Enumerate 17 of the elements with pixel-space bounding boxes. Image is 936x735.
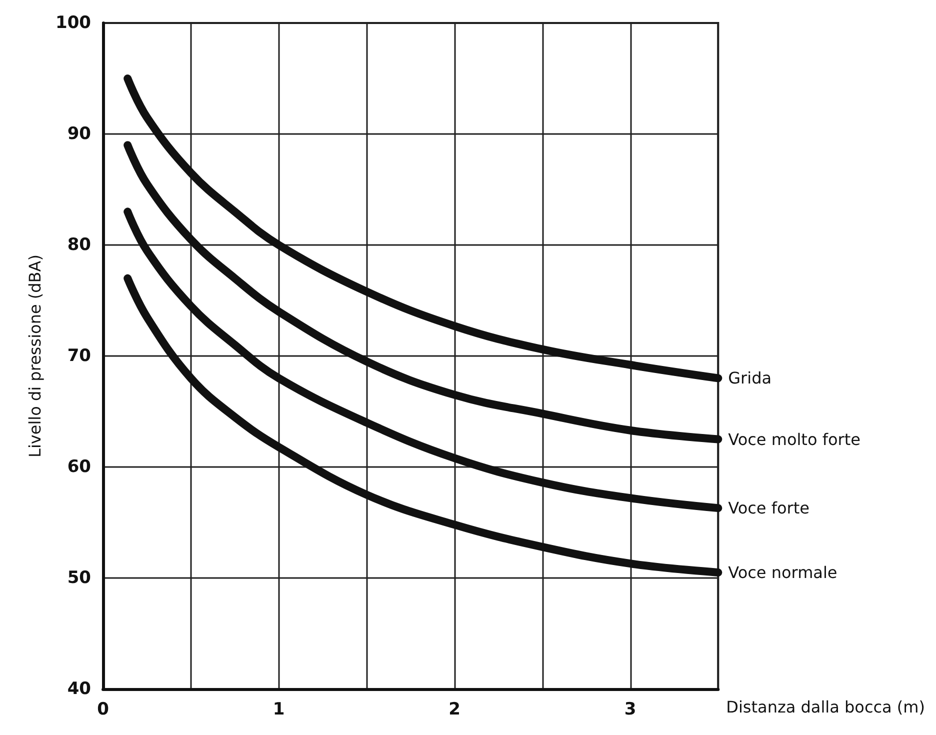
x-tick-label: 3	[624, 700, 636, 720]
x-axis-title: Distanza dalla bocca (m)	[726, 698, 926, 716]
y-tick-label: 40	[67, 679, 92, 699]
series-label: Voce normale	[728, 562, 838, 582]
series-label: Grida	[728, 368, 772, 388]
x-tick-label: 2	[448, 700, 460, 720]
y-tick-label: 100	[56, 13, 92, 33]
series-label: Voce molto forte	[728, 430, 860, 449]
x-tick-label: 1	[272, 700, 285, 720]
y-tick-label: 60	[67, 457, 92, 477]
series-label: Voce forte	[728, 498, 810, 518]
x-tick-label: 0	[97, 700, 110, 720]
y-tick-label: 90	[67, 124, 92, 144]
y-tick-label: 80	[67, 235, 92, 255]
y-tick-label: 50	[67, 568, 92, 588]
y-tick-label: 70	[67, 346, 92, 366]
y-axis-title: Livello di pressione (dBA)	[26, 254, 44, 458]
